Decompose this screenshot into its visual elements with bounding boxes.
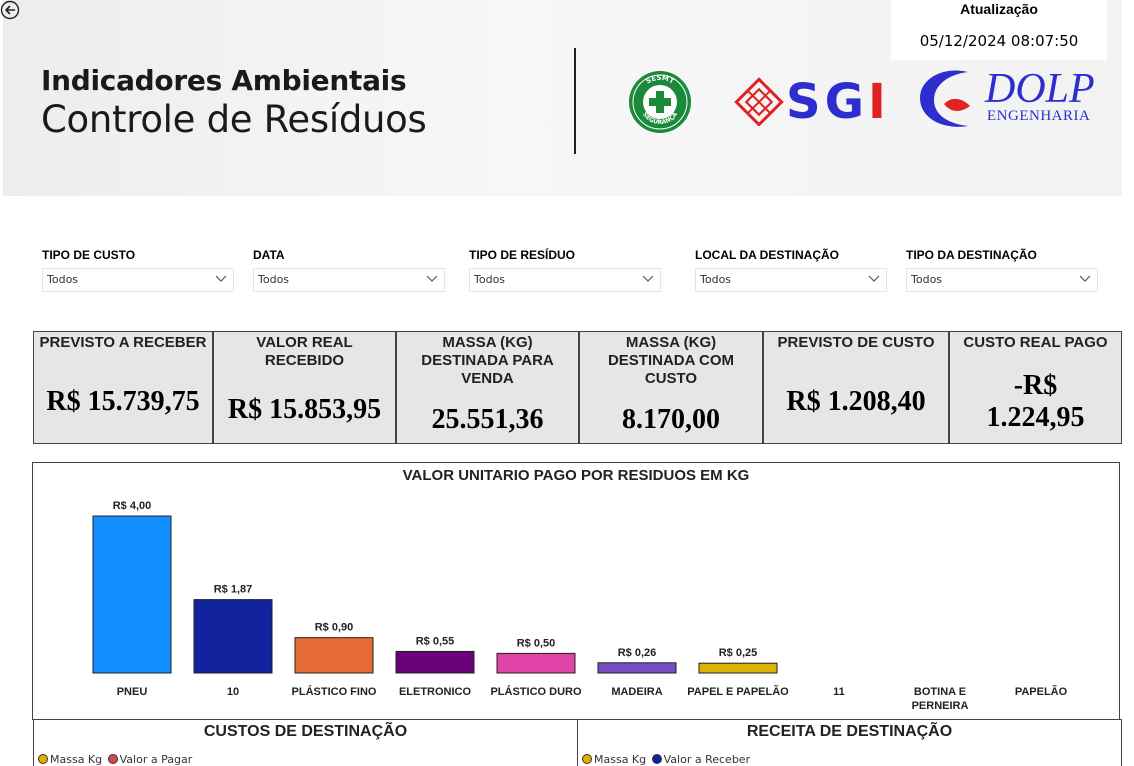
kpi-value: R$ 1.208,40 (786, 386, 926, 417)
filter-label: TIPO DA DESTINAÇÃO (906, 248, 1037, 262)
legend-marker (38, 754, 48, 764)
revenue-legend: Massa Kg Valor a Receber (582, 753, 750, 766)
bar-data-label: R$ 0,26 (618, 647, 657, 659)
x-tick-label: PLÁSTICO DURO (490, 685, 582, 698)
kpi-value: R$ 15.739,75 (46, 386, 200, 417)
filter-value: Todos (700, 273, 732, 286)
costs-legend: Massa Kg Valor a Pagar (38, 753, 192, 766)
header-divider (574, 48, 576, 154)
kpi-custo-real-pago: CUSTO REAL PAGO -R$ 1.224,95 (949, 331, 1122, 444)
page-title: Indicadores Ambientais (41, 64, 407, 97)
chart-bar (395, 650, 475, 674)
filter-value: Todos (47, 273, 79, 286)
filter-dropdown[interactable]: Todos (253, 268, 445, 292)
bar-data-label: R$ 4,00 (113, 500, 152, 512)
legend-label: Massa Kg (50, 753, 103, 766)
kpi-title: PREVISTO DE CUSTO (777, 334, 935, 351)
sgi-logo (734, 77, 784, 126)
filter-tipo-de-custo: TIPO DE CUSTO Todos (42, 247, 234, 292)
bar-data-label: R$ 0,55 (416, 635, 455, 647)
x-tick-label: PNEU (117, 686, 148, 698)
bar-data-label: R$ 0,25 (719, 647, 758, 659)
x-tick-label: PLÁSTICO FINO (292, 685, 377, 698)
dolp-subtitle: ENGENHARIA (987, 108, 1091, 124)
legend-label: Valor a Receber (663, 753, 751, 766)
filter-label: LOCAL DA DESTINAÇÃO (695, 248, 839, 262)
bar-data-label: R$ 0,50 (517, 637, 556, 649)
chart-bar (597, 662, 677, 674)
dolp-logo (920, 70, 970, 127)
kpi-value: 25.551,36 (431, 404, 544, 435)
costs-panel-title: CUSTOS DE DESTINAÇÃO (203, 723, 408, 740)
filter-value: Todos (911, 273, 943, 286)
revenue-panel: RECEITA DE DESTINAÇÃO Massa Kg Valor a R… (577, 719, 1122, 766)
kpi-previsto-a-receber: PREVISTO A RECEBER R$ 15.739,75 (33, 331, 213, 444)
kpi-massa-custo: MASSA (KG) DESTINADA COM CUSTO 8.170,00 (579, 331, 763, 444)
update-timestamp: 05/12/2024 08:07:50 (919, 32, 1079, 50)
filter-label: DATA (253, 248, 285, 262)
filter-data: DATA Todos (253, 247, 445, 292)
chart-bar (496, 652, 576, 674)
x-tick-label: MADEIRA (611, 686, 662, 698)
kpi-massa-venda: MASSA (KG) DESTINADA PARA VENDA 25.551,3… (396, 331, 579, 444)
filter-tipo-da-destinacao: TIPO DA DESTINAÇÃO Todos (906, 247, 1098, 292)
kpi-value: R$ 15.853,95 (227, 394, 382, 425)
chevron-down-icon (642, 275, 654, 282)
kpi-valor-real-recebido: VALOR REAL RECEBIDO R$ 15.853,95 (213, 331, 396, 444)
x-tick-label: 11 (833, 686, 845, 698)
x-tick-label: PAPEL E PAPELÃO (687, 685, 789, 698)
filter-value: Todos (258, 273, 290, 286)
filter-local-da-destinacao: LOCAL DA DESTINAÇÃO Todos (695, 247, 887, 292)
legend-label: Massa Kg (594, 753, 647, 766)
kpi-previsto-de-custo: PREVISTO DE CUSTO R$ 1.208,40 (763, 331, 949, 444)
filter-dropdown[interactable]: Todos (469, 268, 661, 292)
chart-bar (294, 637, 374, 674)
x-tick-label: PAPELÃO (1015, 685, 1068, 698)
bar-data-label: R$ 0,90 (315, 622, 354, 634)
update-card: Atualização 05/12/2024 08:07:50 (891, 0, 1107, 60)
chart-bar (698, 662, 778, 674)
bar-chart-svg: R$ 4,00 PNEU R$ 1,87 10 R$ 0,90 PLÁSTICO FINO… (92, 500, 1068, 712)
costs-panel: CUSTOS DE DESTINAÇÃO Massa Kg Valor a Pa… (33, 719, 578, 766)
svg-text:SESMT: SESMT (645, 74, 676, 86)
chevron-down-icon (215, 275, 227, 282)
x-tick-label: ELETRONICO (399, 686, 472, 698)
filter-label: TIPO DE CUSTO (42, 248, 136, 262)
kpi-title: VALOR REAL RECEBIDO (256, 334, 353, 369)
sgi-wordmark: SGI (786, 74, 890, 130)
x-tick-label: PERNEIRA (912, 700, 969, 712)
legend-marker (651, 754, 662, 764)
kpi-title: CUSTO REAL PAGO (963, 334, 1108, 351)
bar-data-label: R$ 1,87 (214, 584, 253, 596)
chevron-down-icon (868, 275, 880, 282)
chart-bar (92, 515, 172, 674)
kpi-title: PREVISTO A RECEBER (39, 334, 207, 351)
filter-dropdown[interactable]: Todos (42, 268, 234, 292)
update-label: Atualização (960, 1, 1038, 17)
page-subtitle: Controle de Resíduos (41, 98, 427, 141)
legend-label: Valor a Pagar (119, 753, 193, 766)
filter-tipo-de-residuo: TIPO DE RESÍDUO Todos (469, 247, 661, 292)
dolp-wordmark: DOLP (985, 66, 1095, 112)
sesmt-logo: SESMT SEGURANÇA (629, 71, 691, 133)
x-tick-label: 10 (227, 686, 239, 698)
chevron-down-icon (1079, 275, 1091, 282)
back-arrow-icon[interactable] (0, 0, 20, 20)
filter-label: TIPO DE RESÍDUO (469, 248, 576, 262)
revenue-panel-title: RECEITA DE DESTINAÇÃO (746, 723, 953, 740)
chart-bar (193, 599, 273, 674)
unit-value-chart: VALOR UNITARIO PAGO POR RESIDUOS EM KG R… (32, 462, 1120, 720)
kpi-title: MASSA (KG) DESTINADA PARA VENDA (421, 334, 554, 387)
filter-dropdown[interactable]: Todos (695, 268, 887, 292)
chevron-down-icon (426, 275, 438, 282)
filter-dropdown[interactable]: Todos (906, 268, 1098, 292)
kpi-title: MASSA (KG) DESTINADA COM CUSTO (607, 334, 735, 387)
filter-value: Todos (474, 273, 506, 286)
kpi-value: -R$ 1.224,95 (986, 370, 1085, 433)
x-tick-label: BOTINA E (914, 686, 966, 698)
legend-marker (107, 754, 118, 764)
kpi-value: 8.170,00 (622, 404, 720, 435)
chart-title: VALOR UNITARIO PAGO POR RESIDUOS EM KG (402, 467, 750, 484)
legend-marker (582, 754, 592, 764)
